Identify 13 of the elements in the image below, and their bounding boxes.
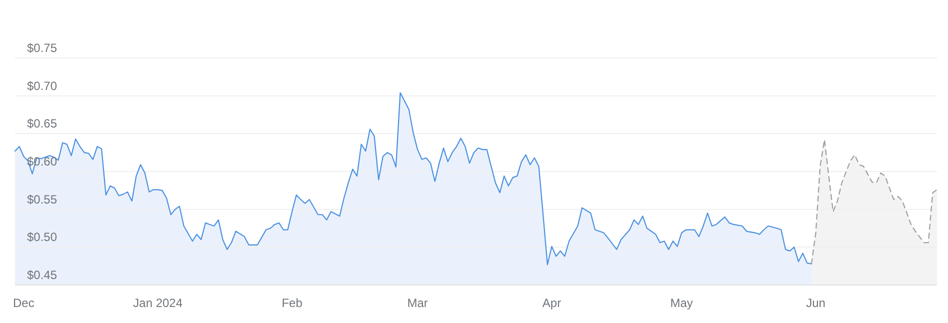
y-tick-label: $0.45: [27, 268, 58, 282]
x-tick-label: Mar: [407, 296, 428, 310]
y-tick-label: $0.70: [27, 78, 58, 93]
y-tick-label: $0.50: [27, 230, 58, 244]
y-tick-label: $0.75: [27, 41, 58, 55]
x-tick-label: May: [670, 296, 693, 310]
x-tick-label: Apr: [542, 296, 562, 310]
x-tick-label: Jun: [806, 296, 826, 310]
x-tick-label: Jan 2024: [133, 296, 183, 310]
x-tick-label: Dec: [12, 296, 34, 310]
y-tick-label: $0.65: [27, 116, 58, 131]
y-tick-label: $0.55: [27, 192, 58, 206]
x-tick-label: Feb: [282, 296, 303, 310]
